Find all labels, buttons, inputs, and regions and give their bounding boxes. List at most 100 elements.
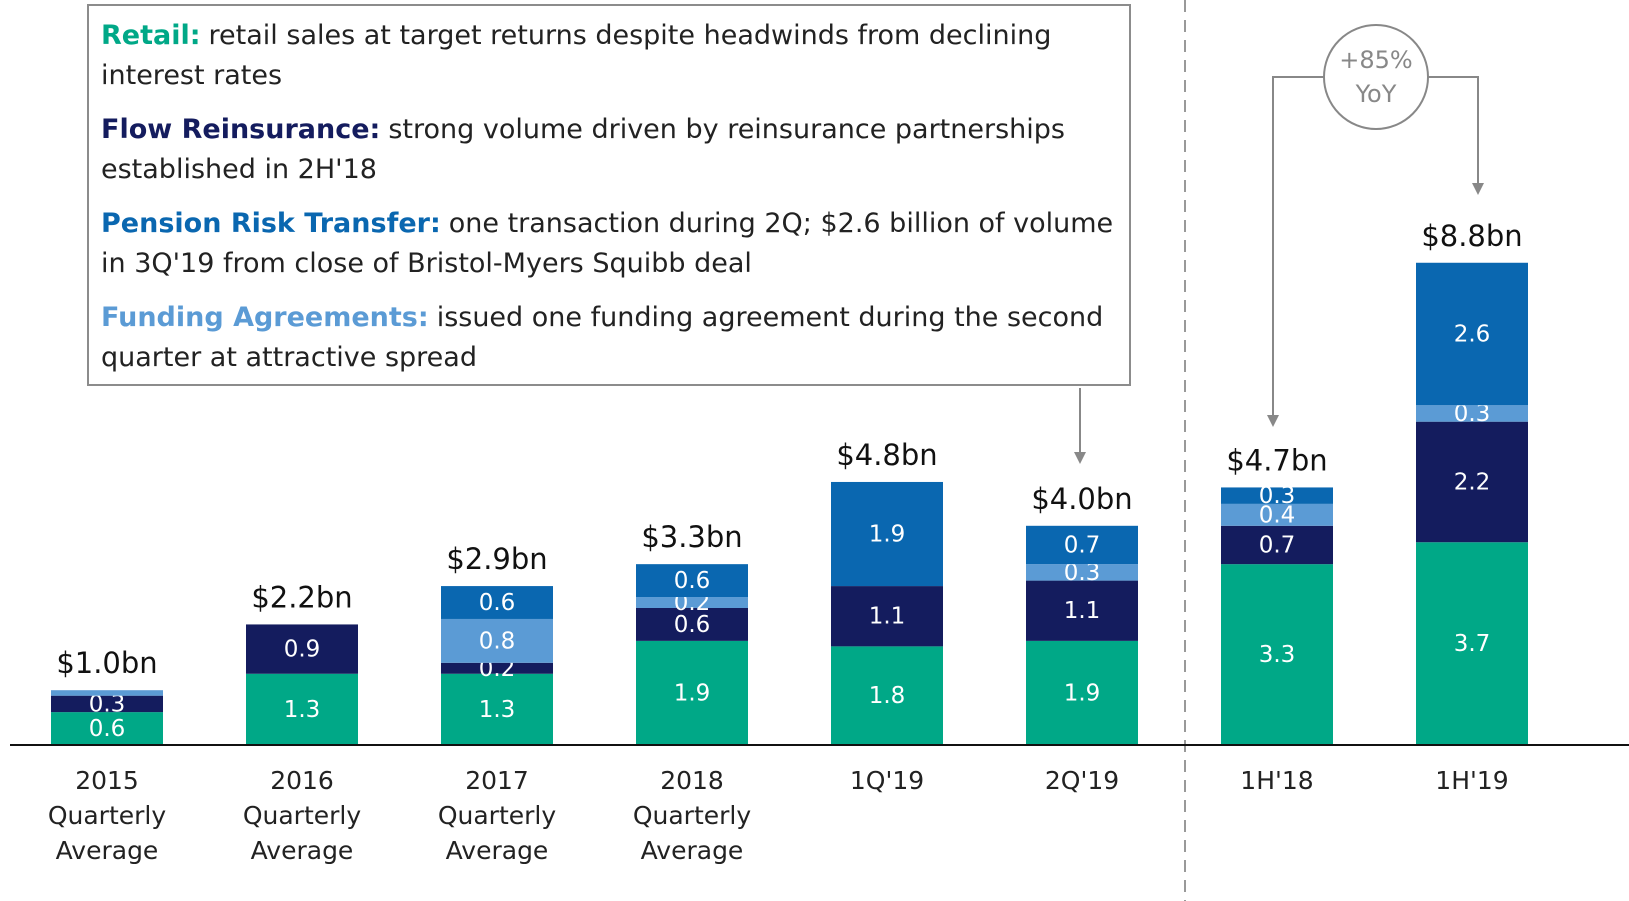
note-text: retail sales at target returns despite h… — [101, 20, 1052, 91]
bar-segment — [1221, 525, 1333, 565]
arrow — [1428, 76, 1479, 186]
bar-segment — [831, 481, 943, 587]
arrowhead — [1472, 183, 1484, 195]
x-tick-label: 2015 — [75, 766, 139, 795]
value-label: 1.8 — [869, 683, 906, 709]
x-tick-label: Quarterly — [438, 801, 557, 830]
bar-segment — [441, 586, 553, 619]
bar-segment — [51, 695, 163, 713]
x-tick-label: Quarterly — [48, 801, 167, 830]
total-label: $8.8bn — [1421, 219, 1522, 253]
growth-circle — [1323, 24, 1429, 130]
bar-segment — [1221, 564, 1333, 745]
total-label: $3.3bn — [641, 520, 742, 554]
note-lead: Flow Reinsurance: — [101, 114, 381, 145]
value-label: 1.9 — [869, 522, 906, 548]
value-label: 0.6 — [89, 716, 126, 742]
note-text: strong volume driven by reinsurance part… — [101, 114, 1065, 185]
bar-segment — [1416, 421, 1528, 543]
note: Retail: retail sales at target returns de… — [101, 16, 1117, 96]
value-label: 1.9 — [674, 680, 711, 706]
x-tick-label: 2Q'19 — [1045, 766, 1119, 795]
bar-segment — [1026, 564, 1138, 581]
value-label: 0.6 — [479, 590, 516, 616]
value-label: 0.7 — [1064, 532, 1101, 558]
x-tick-label: Quarterly — [633, 801, 752, 830]
note-text: issued one funding agreement during the … — [101, 302, 1104, 373]
total-label: $1.0bn — [56, 646, 157, 680]
note: Funding Agreements: issued one funding ag… — [101, 298, 1117, 378]
bar-segment — [1221, 487, 1333, 504]
x-tick-label: Average — [641, 836, 744, 865]
value-label: 0.8 — [479, 628, 516, 654]
bar-segment — [636, 640, 748, 745]
total-label: $4.7bn — [1226, 443, 1327, 477]
x-tick-label: Average — [251, 836, 354, 865]
value-label: 0.3 — [1064, 560, 1101, 586]
notes-box: Retail: retail sales at target returns de… — [87, 4, 1131, 386]
value-label: 0.6 — [674, 612, 711, 638]
value-label: 0.4 — [1259, 502, 1296, 528]
bar-segment — [1416, 542, 1528, 745]
value-label: 1.3 — [284, 697, 321, 723]
x-tick-label: 2017 — [465, 766, 529, 795]
bar-segment — [1026, 525, 1138, 565]
x-tick-label: 1Q'19 — [850, 766, 924, 795]
bar-segment — [831, 646, 943, 745]
total-label: $4.0bn — [1031, 482, 1132, 516]
x-tick-label: Quarterly — [243, 801, 362, 830]
value-label: 0.3 — [1259, 483, 1296, 509]
value-label: 1.3 — [479, 697, 516, 723]
value-label: 3.3 — [1259, 642, 1296, 668]
bar-segment — [51, 690, 163, 696]
note: Flow Reinsurance: strong volume driven by… — [101, 110, 1117, 190]
x-tick-label: 1H'18 — [1240, 766, 1313, 795]
bar-segment — [1221, 503, 1333, 526]
bar-segment — [441, 673, 553, 745]
value-label: 2.6 — [1454, 322, 1491, 348]
bar-segment — [831, 586, 943, 647]
arrowhead — [1267, 415, 1279, 427]
growth-label: +85% — [1339, 46, 1412, 74]
bar-segment — [636, 608, 748, 641]
bar-segment — [1026, 580, 1138, 641]
total-label: $4.8bn — [836, 438, 937, 472]
bar-segment — [636, 597, 748, 608]
x-tick-label: Average — [446, 836, 549, 865]
value-label: 0.9 — [284, 637, 321, 663]
bar-segment — [1416, 262, 1528, 406]
value-label: 0.3 — [89, 691, 126, 717]
total-label: $2.2bn — [251, 580, 352, 614]
note-text: one transaction during 2Q; $2.6 billion … — [101, 208, 1114, 279]
note-lead: Retail: — [101, 20, 201, 51]
value-label: 1.1 — [869, 604, 906, 630]
value-label: 3.7 — [1454, 631, 1491, 657]
bar-segment — [636, 564, 748, 598]
note-lead: Pension Risk Transfer: — [101, 208, 441, 239]
x-tick-label: 2016 — [270, 766, 334, 795]
x-tick-label: 1H'19 — [1435, 766, 1508, 795]
value-label: 1.9 — [1064, 680, 1101, 706]
value-label: 2.2 — [1454, 469, 1491, 495]
value-label: 1.1 — [1064, 598, 1101, 624]
total-label: $2.9bn — [446, 542, 547, 576]
x-tick-label: Average — [56, 836, 159, 865]
arrow — [1272, 76, 1324, 418]
value-label: 0.7 — [1259, 532, 1296, 558]
bar-segment — [246, 624, 358, 674]
value-label: 0.6 — [674, 568, 711, 594]
bar-segment — [441, 618, 553, 663]
value-label: 0.3 — [1454, 401, 1491, 427]
note: Pension Risk Transfer: one transaction du… — [101, 204, 1117, 284]
bar-segment — [51, 712, 163, 745]
growth-label: YoY — [1355, 80, 1397, 108]
arrowhead — [1074, 452, 1086, 464]
x-tick-label: 2018 — [660, 766, 724, 795]
bar-segment — [1026, 640, 1138, 745]
bar-segment — [246, 673, 358, 745]
bar-segment — [441, 662, 553, 674]
bar-segment — [1416, 405, 1528, 422]
note-lead: Funding Agreements: — [101, 302, 429, 333]
